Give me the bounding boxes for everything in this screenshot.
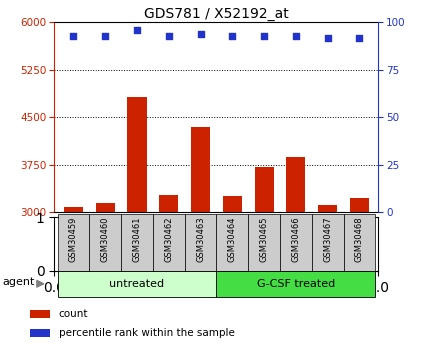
Bar <box>216 271 375 297</box>
Bar <box>317 205 336 345</box>
Text: percentile rank within the sample: percentile rank within the sample <box>59 328 234 338</box>
Bar <box>57 214 89 271</box>
Bar <box>121 214 152 271</box>
Bar <box>184 214 216 271</box>
Text: G-CSF treated: G-CSF treated <box>256 279 334 289</box>
Bar <box>159 195 178 345</box>
Point <box>260 33 267 38</box>
Bar <box>286 157 305 345</box>
Bar <box>349 198 368 345</box>
Text: GSM30463: GSM30463 <box>196 217 204 262</box>
Point <box>292 33 299 38</box>
Bar <box>89 214 121 271</box>
Bar <box>248 214 279 271</box>
Bar <box>30 329 50 337</box>
Bar <box>254 167 273 345</box>
Point <box>165 33 172 38</box>
Point <box>70 33 77 38</box>
Text: untreated: untreated <box>109 279 164 289</box>
Text: GSM30464: GSM30464 <box>227 217 236 262</box>
Text: GSM30461: GSM30461 <box>132 217 141 262</box>
Bar <box>279 214 311 271</box>
Point <box>102 33 108 38</box>
Bar <box>30 310 50 317</box>
Text: GSM30468: GSM30468 <box>354 217 363 262</box>
Bar <box>152 214 184 271</box>
Text: GSM30462: GSM30462 <box>164 217 173 262</box>
Bar <box>343 214 375 271</box>
Text: GSM30465: GSM30465 <box>259 217 268 262</box>
Bar <box>222 196 241 345</box>
Bar <box>127 97 146 345</box>
Point <box>228 33 235 38</box>
Point <box>133 27 140 33</box>
Text: GSM30466: GSM30466 <box>291 217 299 262</box>
Point <box>197 31 204 37</box>
Text: agent: agent <box>3 277 35 287</box>
Text: count: count <box>59 309 88 319</box>
Text: GSM30459: GSM30459 <box>69 217 78 262</box>
Point <box>323 35 330 40</box>
Bar <box>95 203 115 345</box>
Point <box>355 35 362 40</box>
Text: GSM30467: GSM30467 <box>322 217 331 262</box>
Title: GDS781 / X52192_at: GDS781 / X52192_at <box>144 7 288 21</box>
Bar <box>64 207 83 345</box>
Bar <box>191 127 210 345</box>
Bar <box>57 271 216 297</box>
Bar <box>216 214 248 271</box>
Bar <box>311 214 343 271</box>
Text: GSM30460: GSM30460 <box>101 217 109 262</box>
